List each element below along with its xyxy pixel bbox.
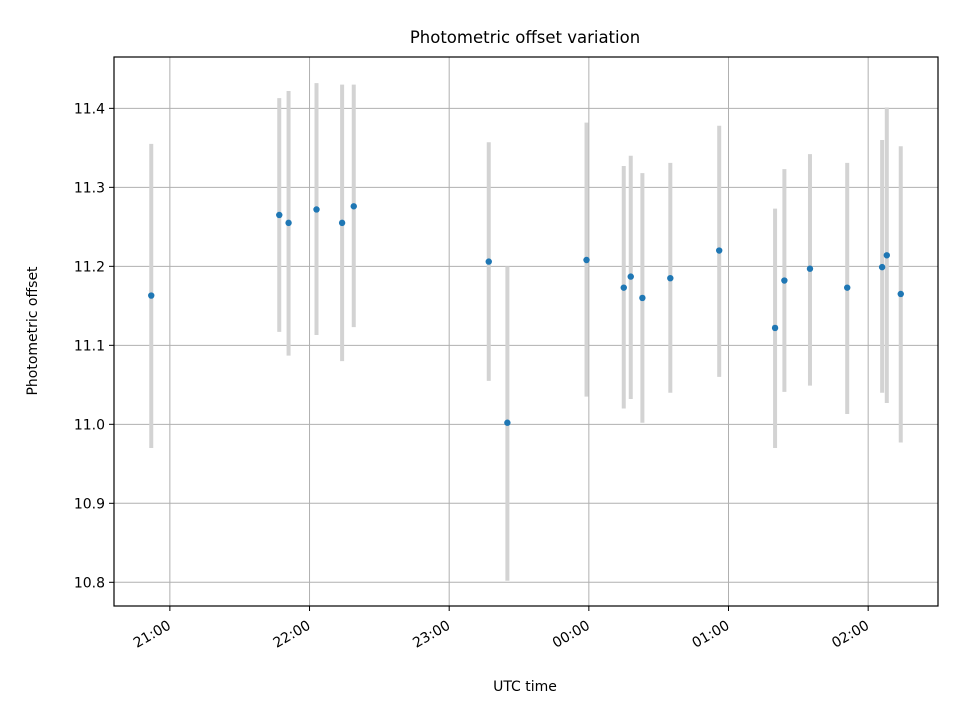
x-axis-label: UTC time: [493, 679, 557, 695]
grid: [114, 57, 938, 606]
data-point: [667, 274, 674, 282]
data-point: [338, 219, 346, 227]
data-point: [627, 273, 634, 280]
data-point: [485, 258, 492, 265]
y-tick-label: 10.8: [74, 575, 105, 591]
data-point: [715, 247, 723, 254]
data-point: [285, 219, 292, 227]
data-point: [878, 263, 886, 271]
data-point: [313, 206, 320, 213]
data-point: [883, 252, 890, 259]
data-point: [148, 292, 155, 299]
data-point: [771, 324, 779, 332]
data-point: [781, 277, 788, 284]
data-point: [639, 294, 646, 302]
y-tick-label: 11.3: [74, 180, 105, 196]
y-tick-label: 10.9: [74, 496, 105, 512]
y-axis-ticks: 10.8 10.9 11.0 11.1 11.2 11.3 11.4: [74, 101, 114, 591]
data-point: [504, 419, 511, 426]
y-tick-label: 11.4: [74, 101, 105, 117]
y-tick-label: 11.0: [74, 417, 105, 433]
data-point: [276, 211, 283, 219]
data-points: [148, 203, 904, 426]
data-point: [844, 284, 851, 291]
data-point: [583, 256, 590, 264]
chart-title: Photometric offset variation: [410, 28, 640, 47]
data-point: [350, 203, 357, 210]
y-tick-label: 11.1: [74, 338, 105, 354]
data-point: [806, 265, 814, 272]
data-point: [620, 284, 627, 291]
y-axis-label: Photometric offset: [25, 266, 41, 396]
data-point: [897, 290, 904, 298]
plot-frame: [113, 56, 939, 607]
y-tick-label: 11.2: [74, 259, 105, 275]
